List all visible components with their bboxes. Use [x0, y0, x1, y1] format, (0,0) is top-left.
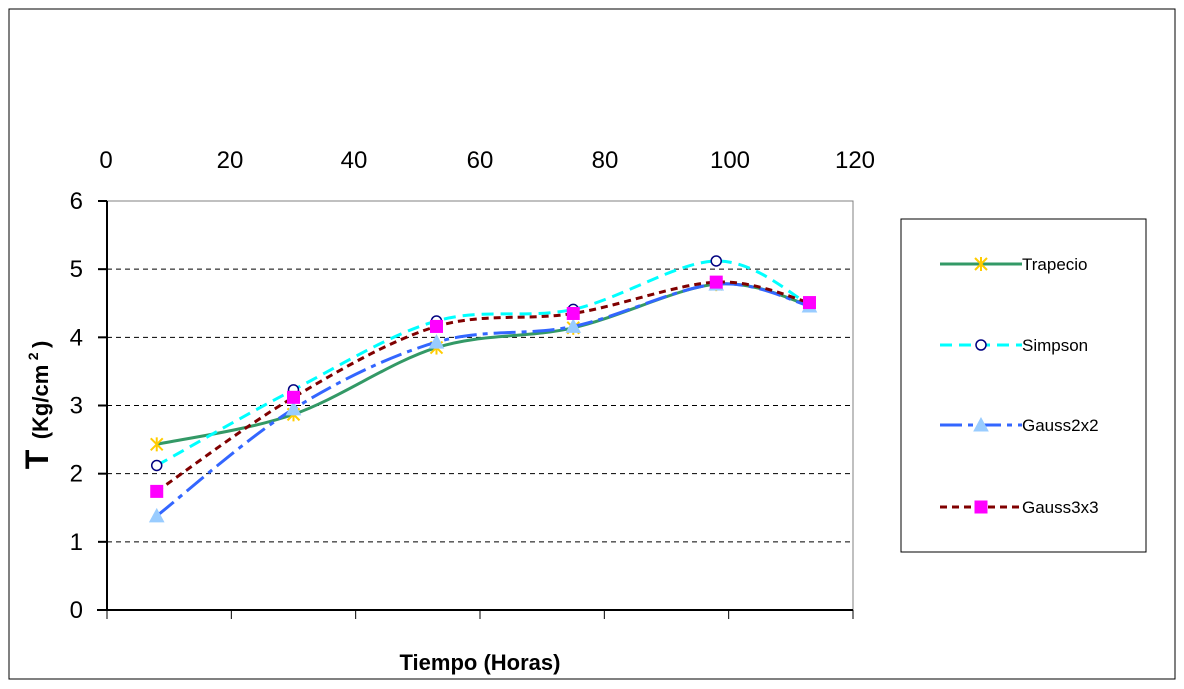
series-lines: [148, 255, 818, 523]
data-point-trapecio-0: [150, 437, 164, 452]
y-tick-label-5: 5: [70, 256, 83, 283]
legend-label-trapecio: Trapecio: [1022, 255, 1088, 274]
legend: Trapecio Simpson Gauss2x2 Gauss3x3: [900, 218, 1147, 553]
legend-item-simpson: Simpson: [940, 336, 1088, 355]
legend-marker-simpson: [975, 339, 987, 351]
x-tick-label-100: 100: [710, 147, 750, 174]
x-tick-label-0: 0: [99, 147, 112, 174]
data-point-gauss2x2-0: [148, 507, 165, 523]
legend-box: [900, 218, 1147, 553]
data-point-gauss3x3-3: [566, 306, 580, 320]
data-point-gauss3x3-4: [709, 275, 723, 289]
legend-label-gauss2x2: Gauss2x2: [1022, 416, 1099, 435]
legend-item-gauss2x2: Gauss2x2: [940, 416, 1099, 435]
series-line-simpson: [156, 259, 811, 467]
x-tick-label-120: 120: [835, 147, 875, 174]
y-tick-label-6: 6: [70, 188, 83, 215]
data-point-gauss3x3-2: [429, 319, 443, 333]
x-tick-label-20: 20: [217, 147, 244, 174]
legend-marker-trapecio: [974, 257, 988, 271]
axis-labels: Tiempo (Horas) T (Kg/cm 2 ): [19, 341, 560, 675]
x-tick-label-60: 60: [467, 147, 494, 174]
y-axis-title-unit: (Kg/cm: [28, 365, 53, 440]
legend-label-simpson: Simpson: [1022, 336, 1088, 355]
y-axis-title-main: T: [19, 449, 55, 469]
legend-marker-gauss3x3: [974, 500, 988, 514]
data-point-simpson-0: [150, 459, 163, 472]
data-point-gauss2x2-2: [428, 334, 445, 349]
y-axis-title-sup: 2: [25, 352, 41, 360]
series-line-gauss3x3: [155, 280, 810, 493]
data-point-simpson-4: [710, 255, 722, 267]
y-tick-label-0: 0: [70, 597, 83, 624]
legend-marker-gauss2x2: [973, 416, 989, 432]
y-tick-label-4: 4: [70, 324, 83, 351]
legend-item-gauss3x3: Gauss3x3: [940, 498, 1099, 517]
y-tick-label-2: 2: [70, 461, 83, 488]
data-point-gauss2x2-3: [565, 318, 582, 333]
data-point-gauss2x2-1: [285, 400, 302, 416]
data-point-gauss3x3-5: [802, 296, 816, 310]
y-axis-title: T (Kg/cm 2 ): [19, 341, 55, 470]
x-tick-label-80: 80: [592, 147, 619, 174]
y-tick-label-1: 1: [70, 529, 83, 556]
data-point-gauss3x3-0: [150, 484, 164, 498]
legend-label-gauss3x3: Gauss3x3: [1022, 498, 1099, 517]
series-line-gauss2x2: [155, 282, 810, 518]
legend-item-trapecio: Trapecio: [940, 255, 1088, 274]
series-gauss3x3: [150, 275, 816, 498]
y-tick-label-3: 3: [70, 393, 83, 420]
data-point-gauss3x3-1: [287, 390, 300, 404]
x-axis-title: Tiempo (Horas): [400, 650, 561, 675]
y-axis-title-close: ): [28, 341, 53, 348]
x-tick-label-40: 40: [341, 147, 368, 174]
